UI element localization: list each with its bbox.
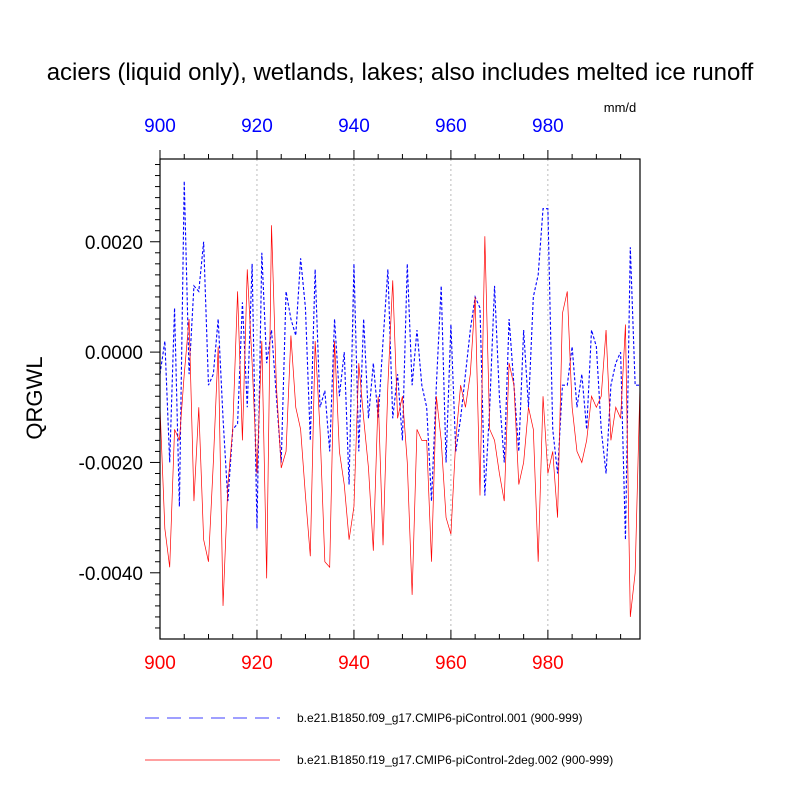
legend-label-1: b.e21.B1850.f19_g17.CMIP6-piControl-2deg… — [297, 753, 613, 767]
axis-ticks — [150, 150, 622, 639]
y-tick-label-3: -0.0040 — [79, 564, 143, 585]
y-axis-label: QRGWL — [22, 356, 47, 439]
x-tick-label-bottom-4: 980 — [532, 653, 564, 674]
x-tick-label-bottom-3: 960 — [435, 653, 467, 674]
x-tick-label-top-3: 960 — [435, 116, 467, 137]
x-tick-label-top-1: 920 — [241, 116, 273, 137]
x-tick-label-top-2: 940 — [338, 116, 370, 137]
series-line-0 — [159, 181, 640, 540]
legend-label-0: b.e21.B1850.f09_g17.CMIP6-piControl.001 … — [297, 711, 583, 725]
y-tick-label-0: 0.0020 — [85, 233, 143, 254]
legend: b.e21.B1850.f09_g17.CMIP6-piControl.001 … — [145, 711, 613, 767]
series-line-1 — [159, 225, 641, 617]
x-tick-label-top-4: 980 — [532, 116, 564, 137]
y-tick-label-1: 0.0000 — [85, 343, 143, 364]
x-tick-label-bottom-1: 920 — [241, 653, 273, 674]
plot-frame — [159, 158, 641, 640]
x-tick-label-top-0: 900 — [144, 116, 176, 137]
x-tick-label-bottom-0: 900 — [144, 653, 176, 674]
vertical-grid — [256, 159, 549, 639]
axis-tick-labels: 900 900 920 920 940 940 960 960 980 980 0.0020 0.00… — [79, 116, 564, 674]
chart-title: aciers (liquid only), wetlands, lakes; a… — [47, 59, 754, 86]
units-label: mm/d — [604, 100, 637, 115]
series-layer — [159, 181, 641, 617]
x-tick-label-bottom-2: 940 — [338, 653, 370, 674]
y-tick-label-2: -0.0020 — [79, 453, 143, 474]
